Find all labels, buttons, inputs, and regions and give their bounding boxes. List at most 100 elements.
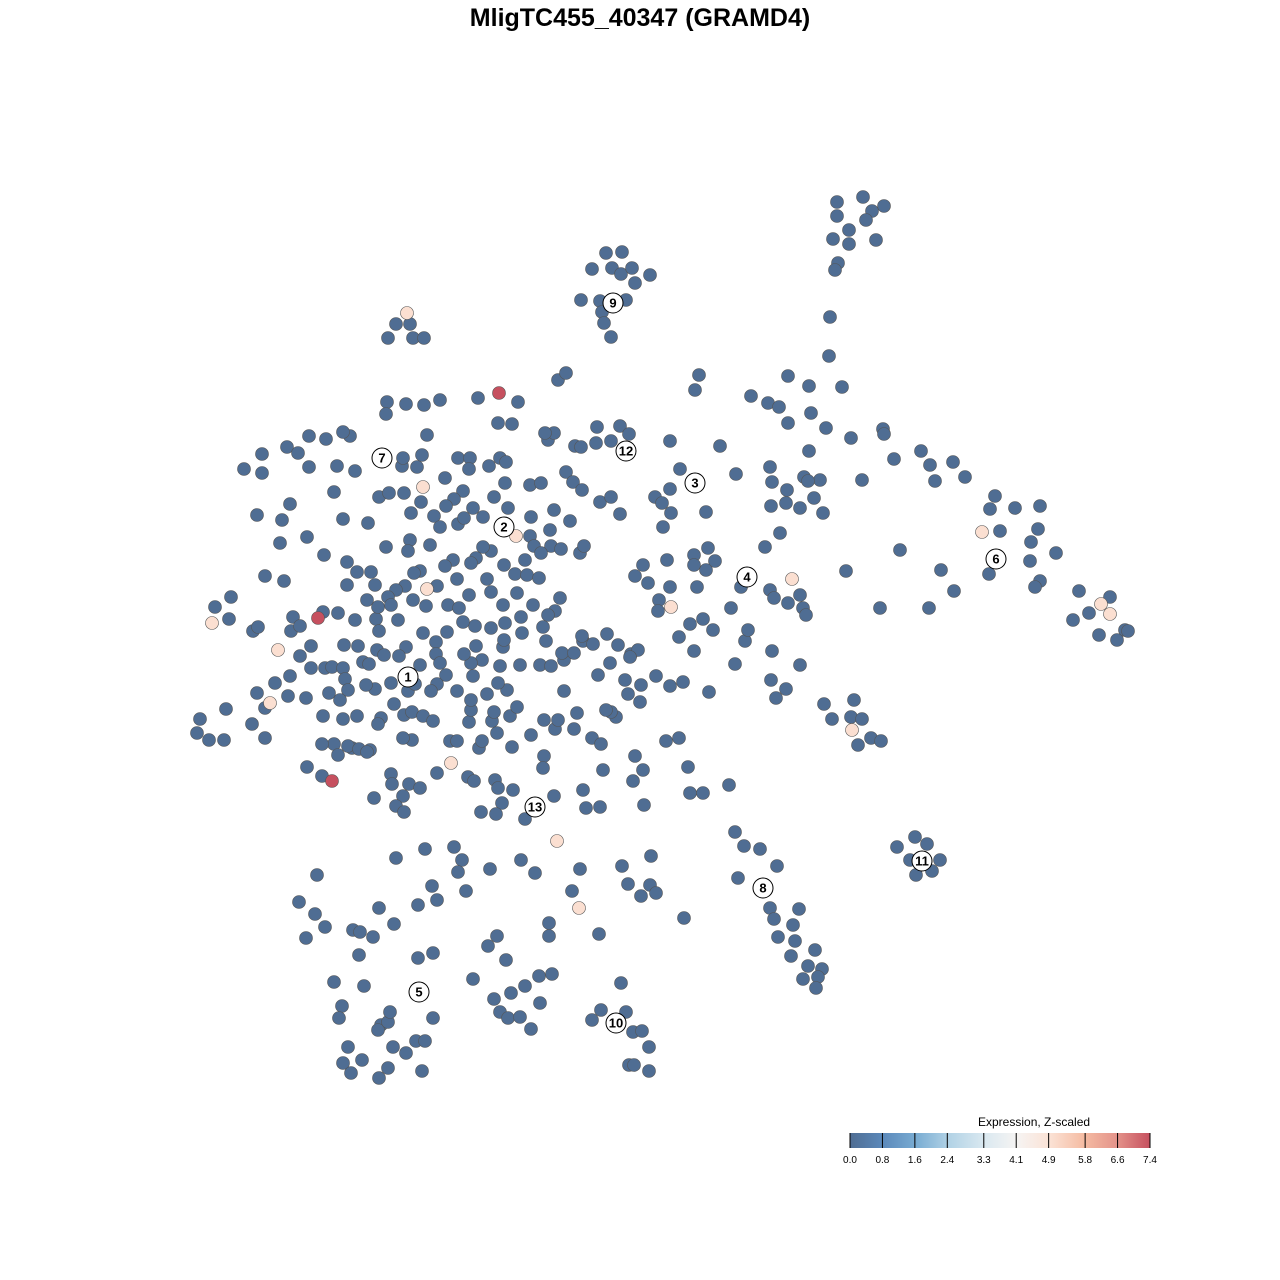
data-point — [524, 510, 538, 524]
data-point — [677, 911, 691, 925]
data-point — [433, 393, 447, 407]
points-layer — [190, 190, 1135, 1085]
data-point — [651, 604, 665, 618]
data-point — [706, 623, 720, 637]
data-point — [604, 330, 618, 344]
data-point — [487, 705, 501, 719]
data-point — [317, 548, 331, 562]
data-point — [874, 734, 888, 748]
data-point — [993, 524, 1007, 538]
data-point — [368, 578, 382, 592]
colorbar-tick-label: 1.6 — [908, 1155, 922, 1166]
data-point — [327, 485, 341, 499]
data-point — [362, 657, 376, 671]
data-point — [692, 368, 706, 382]
data-point — [643, 268, 657, 282]
data-point — [392, 649, 406, 663]
data-point — [773, 526, 787, 540]
data-point — [626, 774, 640, 788]
data-point — [699, 563, 713, 577]
data-point — [550, 834, 564, 848]
data-point — [908, 830, 922, 844]
cluster-label: 12 — [615, 440, 637, 462]
cluster-label-text: 11 — [915, 854, 929, 869]
data-point — [438, 559, 452, 573]
colorbar-tick-label: 2.4 — [940, 1155, 954, 1166]
data-point — [372, 901, 386, 915]
data-point — [622, 427, 636, 441]
data-point — [1072, 584, 1086, 598]
data-point — [566, 475, 580, 489]
data-point — [664, 600, 678, 614]
data-point — [1008, 501, 1022, 515]
data-point — [890, 840, 904, 854]
data-point — [764, 673, 778, 687]
data-point — [382, 486, 396, 500]
data-point — [767, 591, 781, 605]
data-point — [384, 598, 398, 612]
data-point — [701, 541, 715, 555]
data-point — [621, 877, 635, 891]
data-point — [433, 520, 447, 534]
data-point — [330, 459, 344, 473]
data-point — [628, 749, 642, 763]
data-point — [255, 447, 269, 461]
data-point — [497, 633, 511, 647]
data-point — [683, 786, 697, 800]
data-point — [839, 564, 853, 578]
data-point — [660, 553, 674, 567]
data-point — [545, 967, 559, 981]
data-point — [250, 686, 264, 700]
data-point — [594, 737, 608, 751]
data-point — [585, 1013, 599, 1027]
data-point — [634, 678, 648, 692]
data-point — [514, 610, 528, 624]
data-point — [877, 199, 891, 213]
data-point — [268, 676, 282, 690]
data-point — [802, 444, 816, 458]
data-point — [928, 474, 942, 488]
data-point — [541, 608, 555, 622]
data-point — [245, 717, 259, 731]
data-point — [520, 568, 534, 582]
data-point — [466, 501, 480, 515]
data-point — [510, 700, 524, 714]
data-point — [589, 436, 603, 450]
data-point — [315, 737, 329, 751]
data-point — [572, 901, 586, 915]
data-point — [263, 696, 277, 710]
data-point — [553, 591, 567, 605]
cluster-label: 1 — [397, 666, 419, 688]
data-point — [637, 798, 651, 812]
data-point — [480, 687, 494, 701]
data-point — [618, 673, 632, 687]
data-point — [423, 538, 437, 552]
data-point — [586, 637, 600, 651]
colorbar-tick-label: 0.0 — [843, 1155, 857, 1166]
data-point — [914, 444, 928, 458]
data-point — [764, 499, 778, 513]
data-point — [413, 658, 427, 672]
data-point — [438, 471, 452, 485]
data-point — [456, 484, 470, 498]
cluster-label: 2 — [493, 516, 515, 538]
data-point — [425, 879, 439, 893]
data-point — [804, 406, 818, 420]
data-point — [190, 726, 204, 740]
data-point — [809, 981, 823, 995]
data-point — [615, 859, 629, 873]
data-point — [579, 801, 593, 815]
data-point — [536, 761, 550, 775]
data-point — [828, 263, 842, 277]
data-point — [524, 728, 538, 742]
colorbar-title: Expression, Z-scaled — [978, 1115, 1091, 1129]
data-point — [416, 626, 430, 640]
data-point — [469, 639, 483, 653]
data-point — [383, 1005, 397, 1019]
data-point — [847, 693, 861, 707]
data-point — [592, 927, 606, 941]
data-point — [427, 509, 441, 523]
data-point — [796, 972, 810, 986]
data-point — [406, 593, 420, 607]
data-point — [335, 999, 349, 1013]
